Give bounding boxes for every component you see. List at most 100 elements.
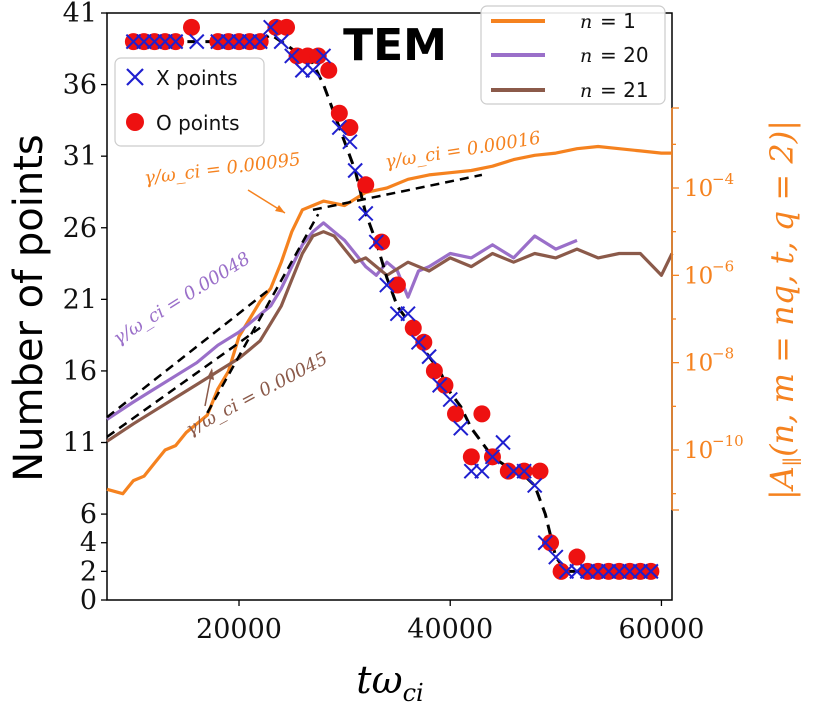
right-y-axis-label: |A∥(n, m = nq, t, q = 2)| [763,120,804,500]
x-point [495,434,511,451]
right-tick-label: 10 [684,263,713,289]
right-axis-fits [106,173,483,438]
x-point [548,549,564,565]
right-tick-exponent: −4 [712,170,734,188]
o-point [182,18,200,36]
o-point [552,562,570,580]
x-axis-label: tωci [356,658,423,703]
x-point-stroke [516,463,532,479]
x-point-stroke [537,535,553,551]
legend-n20-n: n [580,45,592,67]
x-point [484,449,501,465]
y-tick-label: 6 [80,499,97,530]
x-ticks: 20000 40000 60000 [196,600,704,645]
x-point-stroke [189,33,205,50]
x-point [400,305,416,322]
o-point [425,362,443,380]
x-point [527,477,543,494]
o-point [278,18,296,36]
o-point [473,405,491,423]
x-point-stroke [342,134,358,150]
o-point [531,462,549,480]
x-point [167,33,184,50]
x-points-group [125,19,659,580]
legend-o-label: O points [156,111,240,135]
o-point [542,534,560,552]
right-tick-exponent: −8 [712,345,734,363]
right-tick-label: 10 [684,176,713,202]
right-tick-label: 10 [684,351,713,377]
annotation-n21-arrowhead [207,368,214,380]
x-point [315,48,332,64]
y-tick-label: 31 [63,141,97,172]
x-point [305,62,321,78]
x-point [442,391,458,408]
legend-right: n = 1 n = 20 n = 21 [480,5,666,105]
x-point-stroke [284,48,300,64]
o-point [436,376,454,394]
x-tick-label: 60000 [618,614,704,645]
x-point-stroke [410,334,427,350]
x-point-stroke [358,205,374,222]
fit-right-0 [206,213,320,414]
x-point [342,134,358,150]
o-point [415,333,433,351]
legend-left: X points O points [114,57,265,147]
x-point-stroke [305,62,321,78]
y-tick-label: 41 [63,0,97,29]
legend-x-marker [126,68,144,86]
x-point-stroke [379,277,395,293]
legend-n1-n: n [580,11,592,33]
y-tick-label: 21 [63,284,97,315]
x-point-stroke [442,391,458,408]
x-point-stroke [548,549,564,565]
x-point-stroke [167,33,184,50]
x-tick-label: 20000 [196,614,282,645]
y-tick-label: 0 [80,585,97,616]
right-tick-exponent: −6 [712,257,734,275]
legend-n21-value: = 21 [600,78,649,102]
x-point-stroke [273,33,289,50]
o-point [388,276,406,294]
x-point-stroke [495,434,511,451]
fit-right-3 [106,326,261,438]
x-point [273,33,289,50]
x-point-stroke [368,234,385,250]
fit-right-2 [106,287,272,419]
x-point-stroke [400,305,416,322]
x-point [643,563,659,580]
x-point [358,205,374,222]
series-line-n21 [106,230,674,443]
x-point-stroke [347,162,363,179]
x-point-stroke [527,477,543,494]
x-point [453,420,469,436]
x-point [331,119,348,136]
y-tick-label: 11 [63,428,97,459]
y-tick-label: 26 [63,213,97,244]
chart-title: TEM [343,20,447,71]
annotation-n1-early-arrowhead [275,205,285,213]
legend-n1-value: = 1 [600,9,636,33]
x-point [474,463,490,479]
series-line-n20 [106,221,578,421]
x-point-stroke [453,420,469,436]
o-point [373,233,391,251]
o-point [320,61,338,79]
x-point [252,33,268,50]
o-point [330,104,348,122]
right-tick-label: 10 [684,438,713,464]
legend-n21-n: n [580,80,592,102]
right-tick-exponent: −10 [712,432,744,450]
y-tick-label: 16 [63,356,97,387]
y-tick-label: 36 [63,70,97,101]
y-tick-label: 4 [80,528,97,559]
x-point-stroke [484,449,501,465]
x-point [537,535,553,551]
o-point [309,47,327,65]
legend-x-label: X points [156,66,237,90]
o-point [447,405,465,423]
legend-o-marker [126,113,144,131]
